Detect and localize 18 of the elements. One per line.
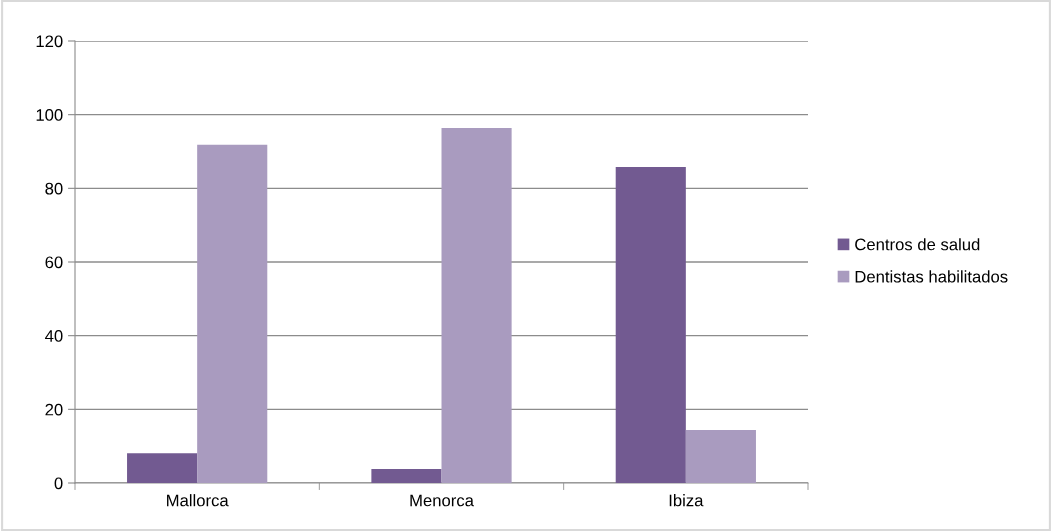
y-tick-label: 120 bbox=[36, 35, 63, 48]
x-tick-label: Mallorca bbox=[167, 494, 229, 507]
y-tick-label: 40 bbox=[45, 330, 63, 342]
bar bbox=[441, 127, 512, 483]
bar bbox=[197, 144, 268, 483]
x-tick-label: Menorca bbox=[410, 494, 474, 507]
y-tick-label: 0 bbox=[54, 477, 63, 490]
bar bbox=[615, 166, 686, 483]
x-tick-label: Ibiza bbox=[669, 494, 704, 507]
bar bbox=[371, 469, 442, 483]
legend-label: Dentistas habilitados bbox=[855, 270, 1008, 283]
y-tick-label: 80 bbox=[45, 182, 63, 195]
legend-label: Centros de salud bbox=[855, 238, 980, 251]
bar bbox=[127, 453, 198, 483]
y-tick-label: 20 bbox=[45, 403, 63, 416]
y-tick-label: 60 bbox=[45, 256, 63, 269]
bar bbox=[685, 429, 756, 483]
y-tick-label: 100 bbox=[36, 109, 63, 121]
